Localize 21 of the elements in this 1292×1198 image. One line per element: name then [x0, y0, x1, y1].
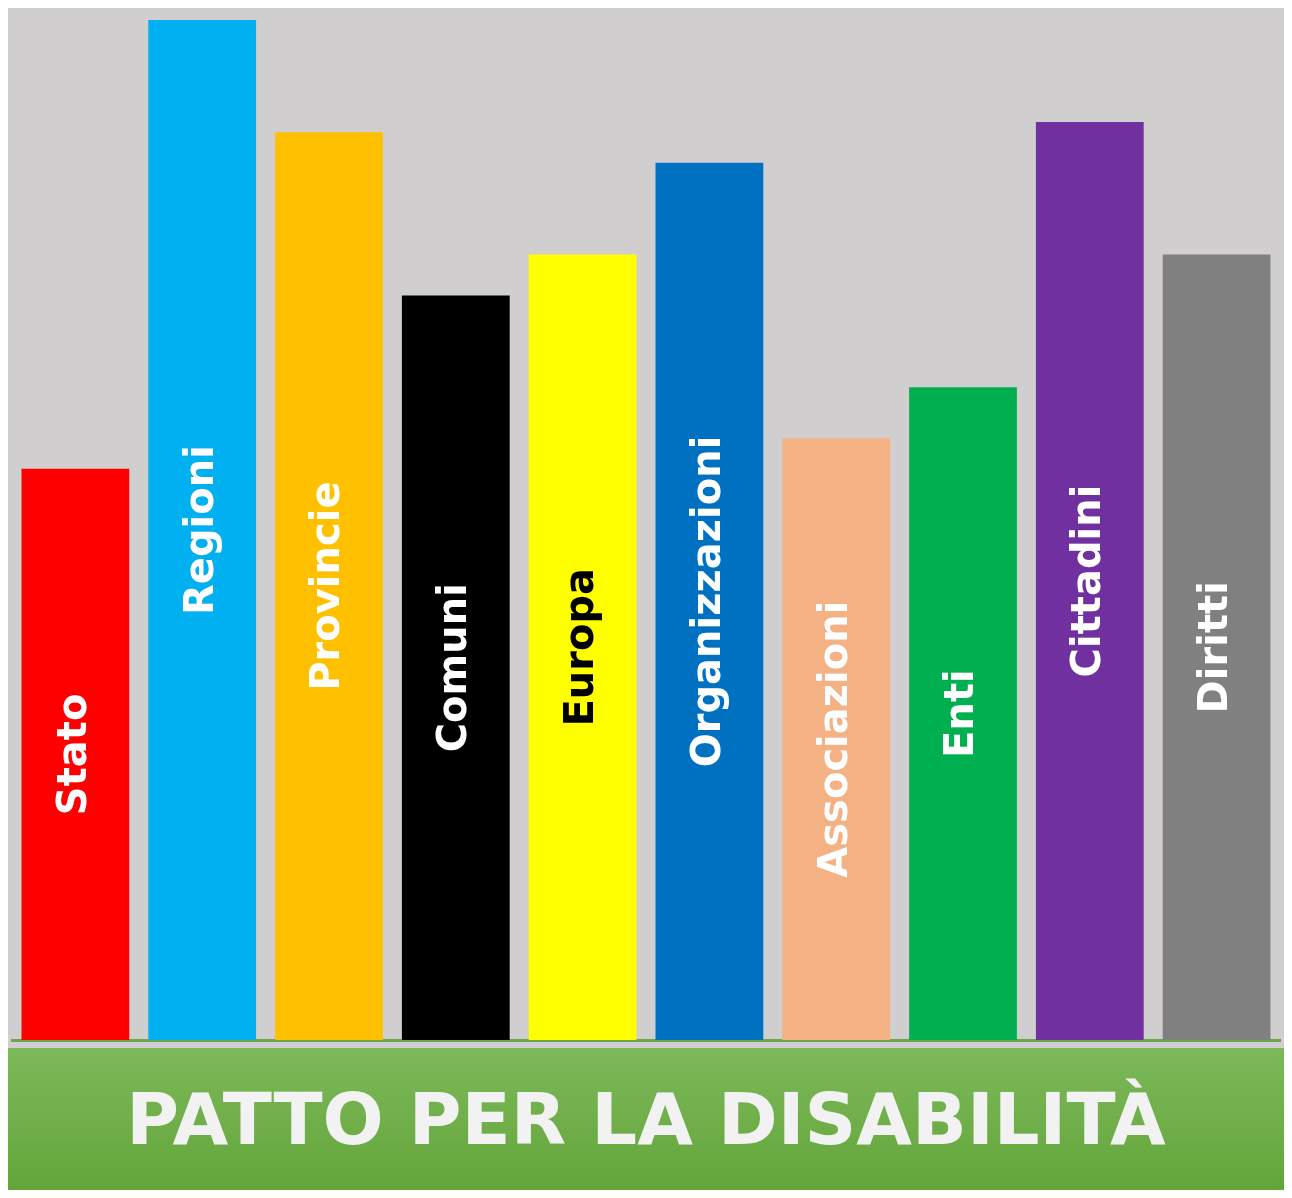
bar	[655, 162, 764, 1040]
bar	[528, 254, 637, 1040]
bar	[1162, 254, 1271, 1040]
x-tick-label: Associazioni	[809, 600, 856, 878]
bar	[401, 295, 510, 1040]
x-tick-label: Stato	[48, 693, 95, 816]
bar	[21, 468, 130, 1040]
x-tick-label: Regioni	[175, 445, 222, 615]
bar	[782, 438, 891, 1040]
x-tick-label: Europa	[555, 567, 602, 727]
x-tick-label: Organizzazioni	[682, 435, 729, 768]
bar	[1035, 122, 1144, 1040]
text: PATTO PER LA DISABILITÀ	[126, 1077, 1166, 1161]
x-tick-label: Provincie	[302, 481, 349, 691]
bar	[909, 387, 1017, 1040]
x-tick-label: Comuni	[429, 583, 476, 753]
bar	[148, 20, 257, 1040]
x-tick-label: Diritti	[1189, 581, 1236, 714]
bar	[275, 132, 383, 1040]
x-tick-label: Enti	[936, 669, 983, 758]
x-tick-label: Cittadini	[1063, 484, 1110, 678]
